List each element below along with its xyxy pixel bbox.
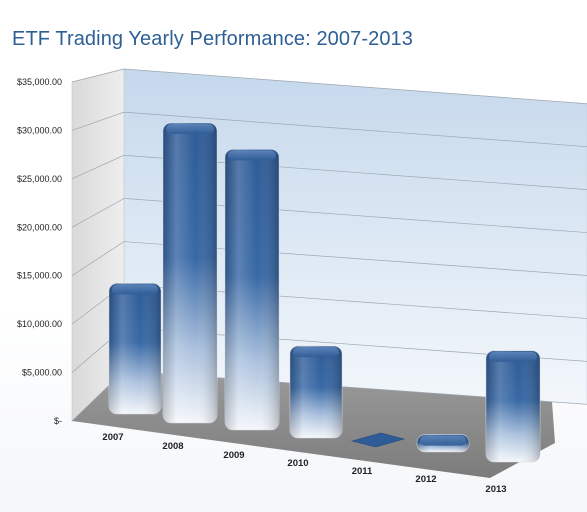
gridline xyxy=(71,111,587,148)
x-tick-label: 2007 xyxy=(102,432,123,443)
y-tick-label: $10,000.00 xyxy=(17,319,62,329)
y-tick-label: $20,000.00 xyxy=(17,222,62,232)
bar-shine xyxy=(163,123,217,423)
bar-shine xyxy=(109,283,161,414)
bar-2011 xyxy=(350,432,406,448)
bar-shine xyxy=(486,350,540,462)
y-tick-label: $15,000.00 xyxy=(17,271,62,281)
chart-title: ETF Trading Yearly Performance: 2007-201… xyxy=(12,28,413,50)
bar-2010 xyxy=(289,345,343,439)
x-tick-label: 2011 xyxy=(352,466,373,477)
y-tick-label: $- xyxy=(54,416,62,426)
bar-2013 xyxy=(485,350,541,463)
bar-2012 xyxy=(416,434,470,453)
gridline xyxy=(71,68,587,105)
bar-cap xyxy=(228,150,276,161)
bar-cap xyxy=(293,347,339,358)
y-tick-label: $35,000.00 xyxy=(17,77,62,87)
gridline xyxy=(71,198,587,233)
y-tick-label: $5,000.00 xyxy=(22,368,62,378)
bar-cap xyxy=(489,351,537,362)
bar-2007 xyxy=(108,283,162,415)
x-tick-label: 2012 xyxy=(415,474,436,485)
bar-body xyxy=(350,432,406,448)
bar-cap xyxy=(420,435,466,446)
y-tick-label: $25,000.00 xyxy=(17,174,62,184)
gridline xyxy=(71,154,587,190)
bar-cap xyxy=(166,124,214,134)
bar-shine xyxy=(225,149,279,430)
gridline xyxy=(71,241,587,277)
bar-cap xyxy=(112,284,158,295)
x-tick-label: 2009 xyxy=(223,450,244,461)
x-tick-label: 2008 xyxy=(162,441,183,452)
x-tick-label: 2013 xyxy=(485,484,506,495)
bar-2008 xyxy=(162,122,218,424)
y-tick-label: $30,000.00 xyxy=(17,125,62,135)
bar-2009 xyxy=(224,149,280,431)
x-tick-label: 2010 xyxy=(287,458,308,469)
bar-shine xyxy=(290,346,342,438)
